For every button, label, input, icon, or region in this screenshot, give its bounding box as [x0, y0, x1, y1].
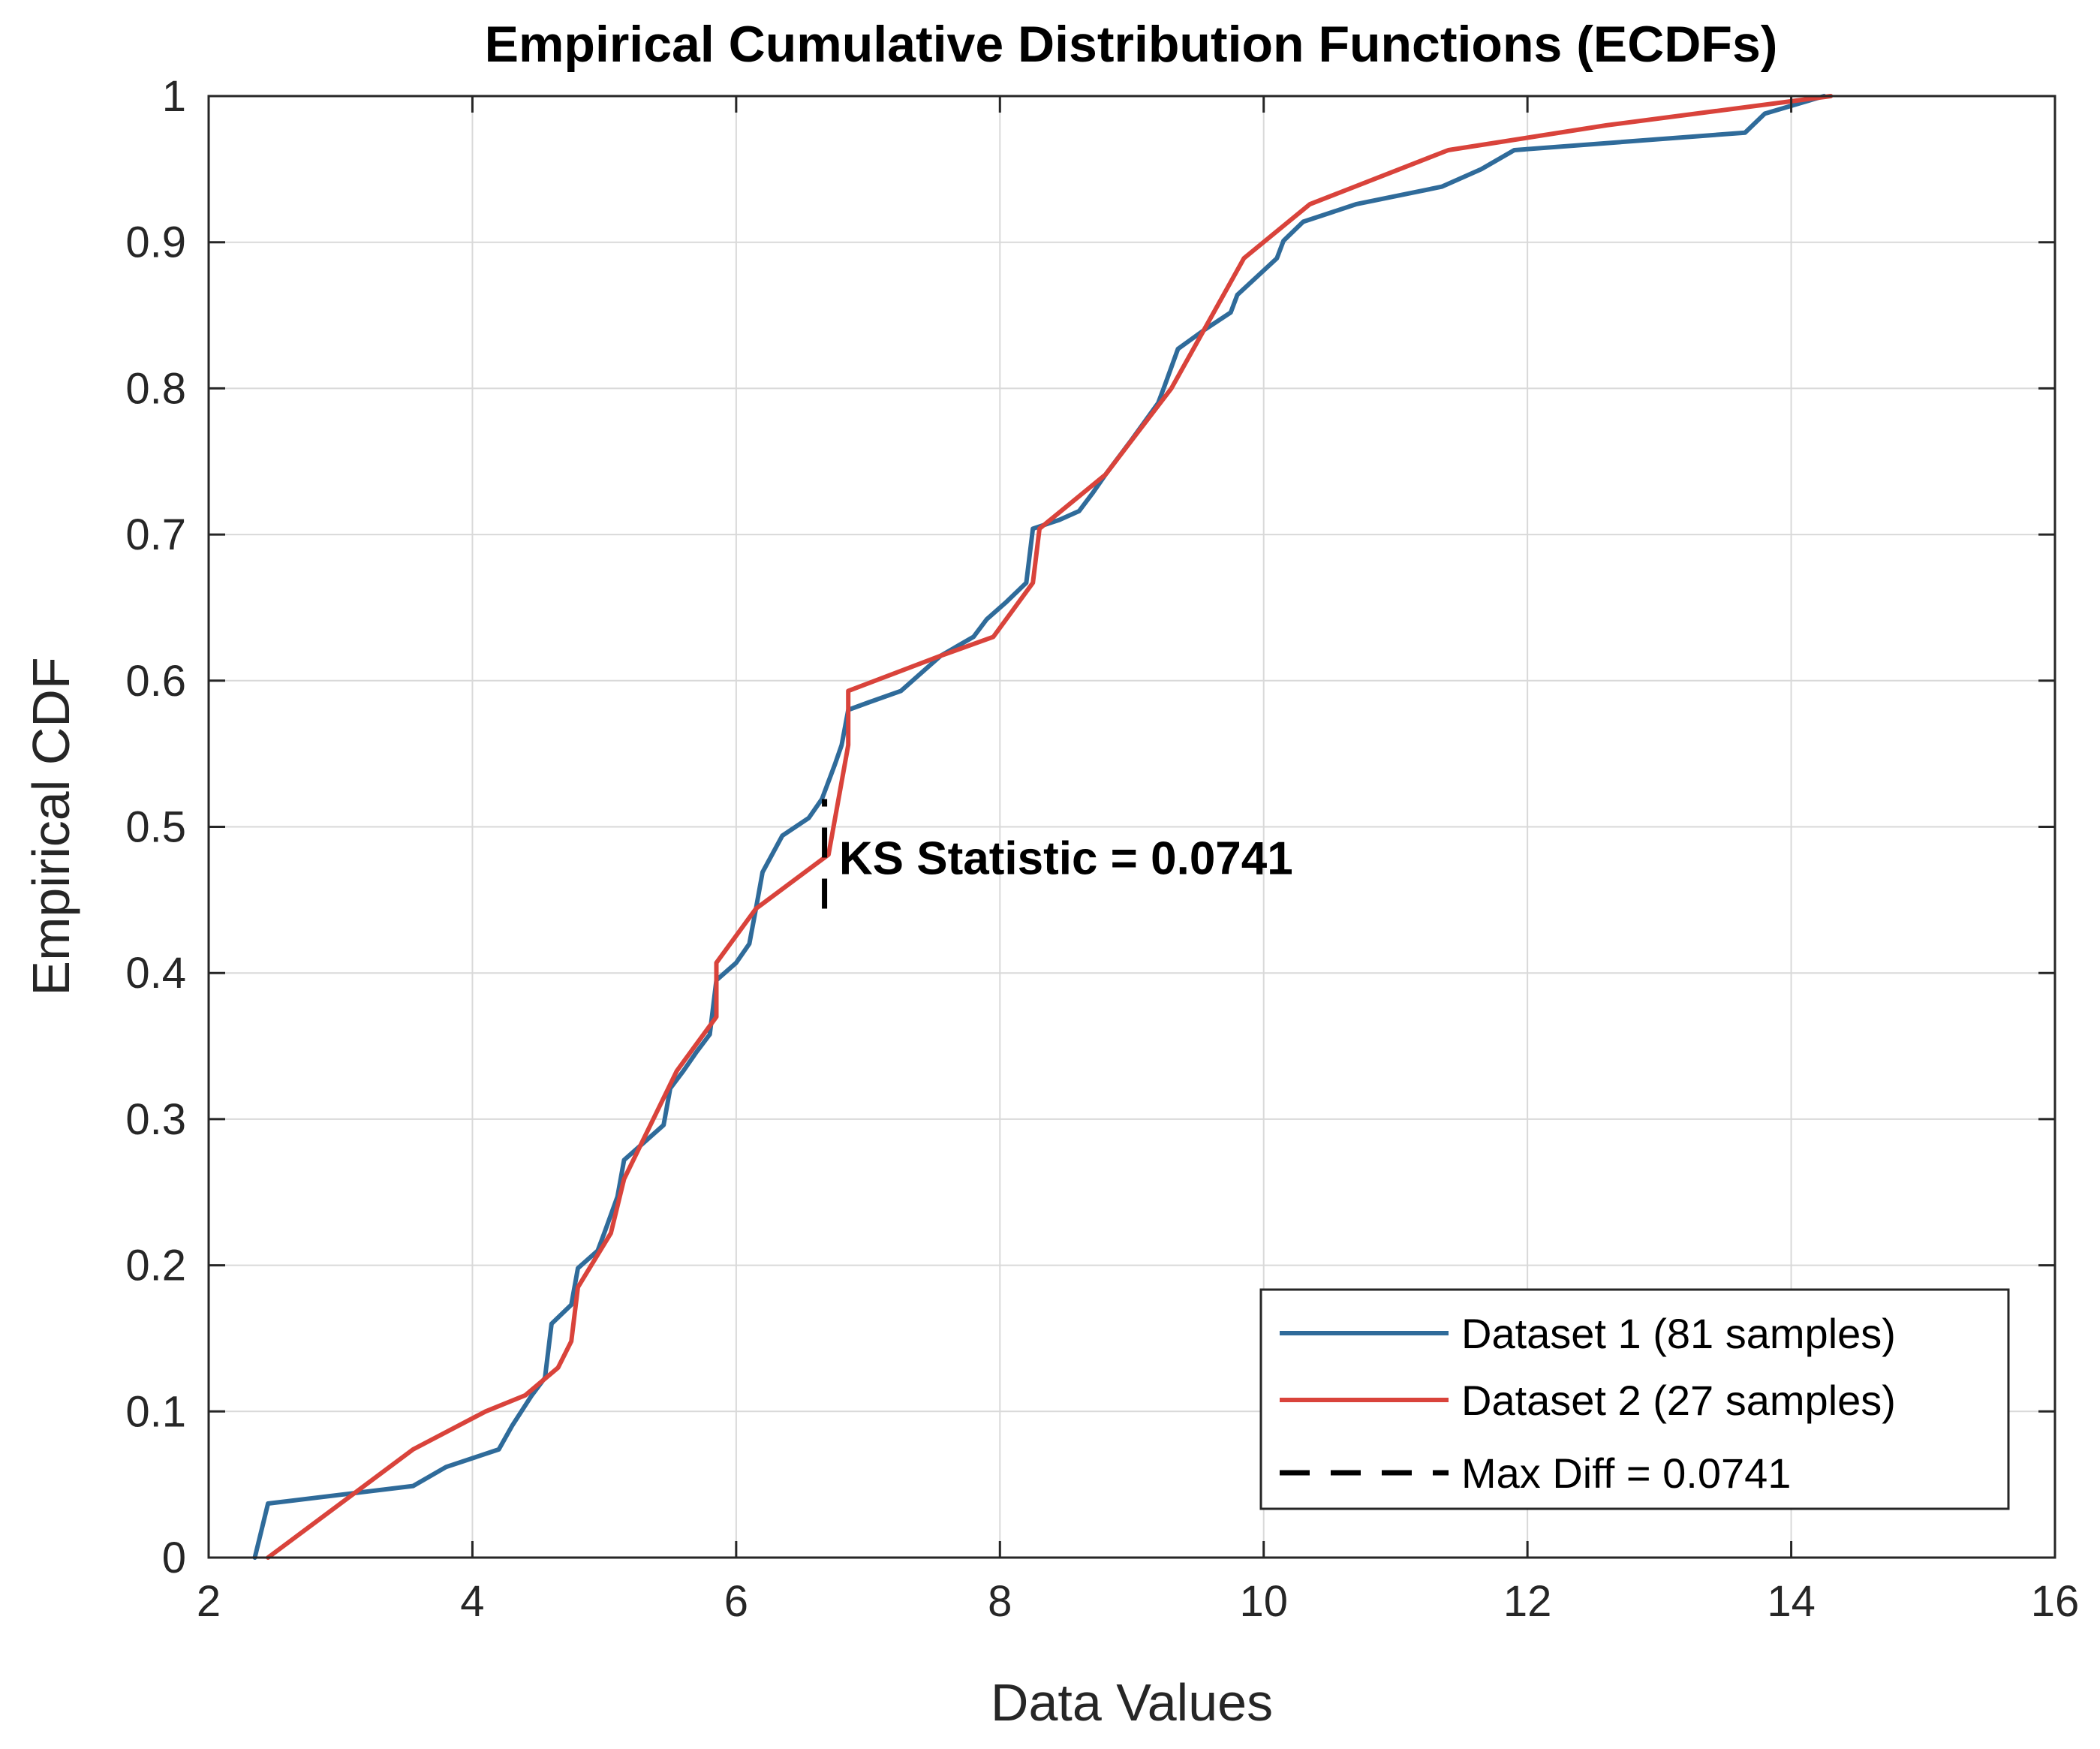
legend-label-dataset1: Dataset 1 (81 samples): [1461, 1310, 1896, 1357]
y-tick-label: 0.8: [125, 364, 186, 413]
x-tick-label: 6: [724, 1577, 748, 1626]
grid-lines: [208, 95, 2056, 1558]
y-tick-label: 0.5: [125, 803, 186, 852]
x-axis-label: Data Values: [991, 1673, 1273, 1732]
x-tick-label: 12: [1503, 1577, 1552, 1626]
y-tick-label: 0.9: [125, 218, 186, 267]
x-tick-label: 16: [2031, 1577, 2080, 1626]
x-tick-label: 2: [197, 1577, 221, 1626]
legend-label-maxdiff: Max Diff = 0.0741: [1461, 1449, 1791, 1497]
y-tick-label: 0.7: [125, 510, 186, 559]
tick-labels: 2 4 6 8 10 12 14 16 0 0.1 0.2 0.3 0.4 0.5 0.6 0.7 0.8 0.9…: [125, 72, 2079, 1626]
y-tick-label: 0.3: [125, 1095, 186, 1144]
x-tick-label: 8: [988, 1577, 1012, 1626]
y-tick-label: 0.6: [125, 657, 186, 706]
x-tick-label: 14: [1767, 1577, 1816, 1626]
x-tick-label: 4: [460, 1577, 484, 1626]
y-axis-label: Empirical CDF: [22, 657, 80, 995]
y-tick-label: 0.1: [125, 1387, 186, 1436]
y-tick-label: 0.4: [125, 949, 186, 998]
data-lines: [252, 94, 1834, 1560]
ticks: [207, 95, 2056, 1559]
x-tick-label: 10: [1239, 1577, 1288, 1626]
dataset1-ecdf-line: [252, 94, 1827, 1560]
y-tick-label: 0: [162, 1534, 186, 1582]
ks-statistic-annotation: KS Statistic = 0.0741: [839, 832, 1293, 884]
legend: Dataset 1 (81 samples) Dataset 2 (27 sam…: [1259, 1288, 2010, 1510]
legend-label-dataset2: Dataset 2 (27 samples): [1461, 1377, 1896, 1424]
y-tick-label: 0.2: [125, 1242, 186, 1290]
chart-title: Empirical Cumulative Distribution Functi…: [485, 16, 1778, 73]
y-tick-label: 1: [162, 72, 186, 121]
dataset2-ecdf-line: [266, 94, 1834, 1560]
